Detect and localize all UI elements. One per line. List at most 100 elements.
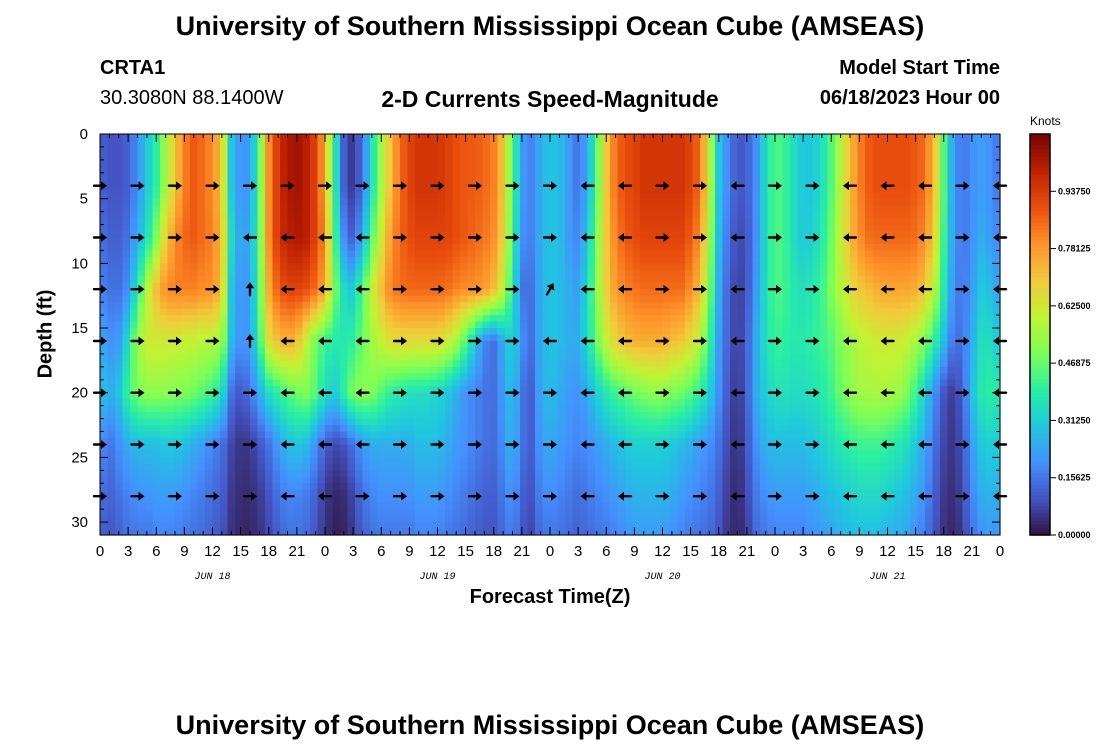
heatmap-cell bbox=[227, 302, 236, 310]
heatmap-cell bbox=[362, 373, 371, 381]
heatmap-cell bbox=[512, 308, 521, 316]
heatmap-cell bbox=[400, 205, 409, 213]
heatmap-cell bbox=[460, 224, 469, 232]
heatmap-cell bbox=[520, 276, 529, 284]
heatmap-cell bbox=[167, 231, 176, 239]
heatmap-cell bbox=[640, 224, 649, 232]
heatmap-cell bbox=[227, 353, 236, 361]
heatmap-cell bbox=[835, 276, 844, 284]
heatmap-cell bbox=[962, 172, 971, 180]
heatmap-cell bbox=[797, 146, 806, 155]
heatmap-cell bbox=[850, 263, 859, 271]
heatmap-cell bbox=[782, 334, 791, 342]
heatmap-cell bbox=[302, 185, 311, 193]
heatmap-cell bbox=[422, 185, 431, 193]
heatmap-cell bbox=[625, 250, 634, 258]
heatmap-cell bbox=[505, 289, 514, 297]
heatmap-cell bbox=[827, 146, 836, 155]
heatmap-cell bbox=[670, 366, 679, 374]
heatmap-cell bbox=[820, 347, 829, 355]
heatmap-cell bbox=[377, 153, 386, 161]
heatmap-cell bbox=[497, 179, 506, 187]
heatmap-cell bbox=[100, 321, 109, 329]
heatmap-cell bbox=[227, 315, 236, 323]
heatmap-cell bbox=[940, 360, 949, 368]
heatmap-cell bbox=[295, 269, 304, 277]
heatmap-cell bbox=[205, 386, 214, 394]
heatmap-cell bbox=[497, 256, 506, 264]
heatmap-cell bbox=[767, 256, 776, 264]
heatmap-cell bbox=[152, 231, 161, 239]
heatmap-cell bbox=[647, 256, 656, 264]
heatmap-cell bbox=[422, 328, 431, 336]
heatmap-cell bbox=[362, 159, 371, 167]
heatmap-cell bbox=[490, 386, 499, 394]
heatmap-cell bbox=[760, 211, 769, 219]
heatmap-cell bbox=[310, 172, 319, 180]
heatmap-cell bbox=[467, 302, 476, 310]
heatmap-cell bbox=[167, 179, 176, 187]
heatmap-cell bbox=[250, 328, 259, 336]
heatmap-cell bbox=[452, 347, 461, 355]
heatmap-cell bbox=[340, 386, 349, 394]
heatmap-cell bbox=[137, 192, 146, 200]
heatmap-cell bbox=[475, 166, 484, 174]
heatmap-cell bbox=[550, 166, 559, 174]
heatmap-cell bbox=[677, 308, 686, 316]
heatmap-cell bbox=[730, 340, 739, 349]
heatmap-cell bbox=[842, 334, 851, 342]
heatmap-cell bbox=[512, 192, 521, 200]
heatmap-cell bbox=[227, 231, 236, 239]
heatmap-cell bbox=[527, 179, 536, 187]
heatmap-cell bbox=[902, 315, 911, 323]
heatmap-cell bbox=[542, 360, 551, 368]
heatmap-cell bbox=[205, 269, 214, 277]
heatmap-cell bbox=[970, 224, 979, 232]
heatmap-cell bbox=[632, 224, 641, 232]
heatmap-cell bbox=[197, 373, 206, 381]
heatmap-cell bbox=[295, 172, 304, 180]
heatmap-cell bbox=[655, 192, 664, 200]
heatmap-cell bbox=[100, 366, 109, 374]
heatmap-cell bbox=[317, 218, 326, 226]
heatmap-cell bbox=[677, 269, 686, 277]
heatmap-cell bbox=[880, 360, 889, 368]
heatmap-cell bbox=[662, 146, 671, 155]
heatmap-cell bbox=[400, 166, 409, 174]
heatmap-cell bbox=[580, 334, 589, 342]
heatmap-cell bbox=[745, 269, 754, 277]
heatmap-cell bbox=[662, 166, 671, 174]
heatmap-cell bbox=[655, 295, 664, 303]
heatmap-cell bbox=[632, 166, 641, 174]
heatmap-cell bbox=[895, 198, 904, 206]
heatmap-cell bbox=[145, 373, 154, 381]
heatmap-cell bbox=[272, 308, 281, 316]
heatmap-cell bbox=[827, 185, 836, 193]
heatmap-cell bbox=[647, 328, 656, 336]
heatmap-cell bbox=[257, 334, 266, 342]
heatmap-cell bbox=[242, 179, 251, 187]
heatmap-cell bbox=[557, 315, 566, 323]
heatmap-cell bbox=[617, 360, 626, 368]
heatmap-cell bbox=[865, 282, 874, 290]
heatmap-cell bbox=[100, 237, 109, 245]
heatmap-cell bbox=[655, 224, 664, 232]
heatmap-cell bbox=[527, 282, 536, 290]
heatmap-cell bbox=[812, 237, 821, 245]
heatmap-cell bbox=[130, 399, 139, 407]
heatmap-cell bbox=[550, 237, 559, 245]
heatmap-cell bbox=[317, 379, 326, 387]
heatmap-cell bbox=[947, 205, 956, 213]
heatmap-cell bbox=[272, 360, 281, 368]
heatmap-cell bbox=[347, 360, 356, 368]
heatmap-cell bbox=[347, 218, 356, 226]
heatmap-cell bbox=[325, 386, 334, 394]
heatmap-cell bbox=[182, 340, 191, 349]
heatmap-cell bbox=[542, 302, 551, 310]
heatmap-cell bbox=[490, 269, 499, 277]
heatmap-cell bbox=[962, 373, 971, 381]
heatmap-cell bbox=[932, 347, 941, 355]
heatmap-cell bbox=[662, 256, 671, 264]
heatmap-cell bbox=[137, 308, 146, 316]
heatmap-cell bbox=[977, 282, 986, 290]
